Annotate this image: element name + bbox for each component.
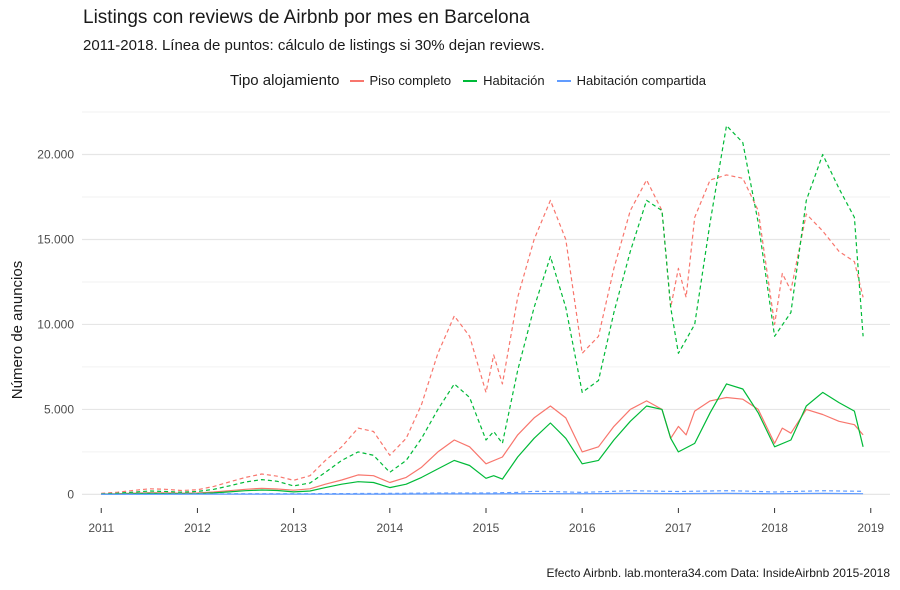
chart-caption: Efecto Airbnb. lab.montera34.com Data: I…	[546, 566, 890, 580]
y-tick-label: 20.000	[37, 147, 74, 161]
legend-key-habitacion	[463, 79, 478, 82]
legend-label-habitacion: Habitación	[483, 73, 545, 88]
x-tick-label: 2014	[376, 521, 403, 535]
chart-subtitle: 2011-2018. Línea de puntos: cálculo de l…	[83, 37, 545, 54]
y-tick-label: 15.000	[37, 232, 74, 246]
x-tick-label: 2013	[280, 521, 307, 535]
y-tick-label: 0	[67, 487, 74, 501]
x-tick-label: 2011	[88, 521, 114, 535]
legend-key-piso-completo	[349, 79, 364, 82]
x-tick-label: 2019	[857, 521, 884, 535]
y-axis-title: Número de anuncios	[9, 261, 26, 399]
x-tick-label: 2017	[665, 521, 692, 535]
series-line-piso-completo-30-	[101, 174, 864, 494]
x-tick-label: 2012	[184, 521, 211, 535]
y-tick-label: 5.000	[44, 402, 74, 416]
x-tick-label: 2018	[761, 521, 788, 535]
series-line-habitación-30-	[101, 125, 864, 495]
legend-item-piso-completo: Piso completo	[349, 73, 452, 88]
legend-item-habitacion-compartida: Habitación compartida	[556, 73, 706, 88]
series-line-habitación-compartida-30-	[101, 490, 864, 495]
legend: Tipo alojamiento Piso completo Habitació…	[230, 72, 718, 89]
series-line-habitación	[101, 383, 864, 495]
legend-title: Tipo alojamiento	[230, 72, 340, 89]
x-tick-label: 2015	[473, 521, 500, 535]
chart-title: Listings con reviews de Airbnb por mes e…	[83, 7, 530, 28]
y-tick-label: 10.000	[37, 317, 74, 331]
legend-key-habitacion-compartida	[556, 79, 571, 82]
x-tick-label: 2016	[569, 521, 596, 535]
legend-label-habitacion-compartida: Habitación compartida	[576, 73, 706, 88]
legend-item-habitacion: Habitación	[463, 73, 545, 88]
legend-label-piso-completo: Piso completo	[369, 73, 452, 88]
series-line-piso-completo	[101, 396, 864, 495]
